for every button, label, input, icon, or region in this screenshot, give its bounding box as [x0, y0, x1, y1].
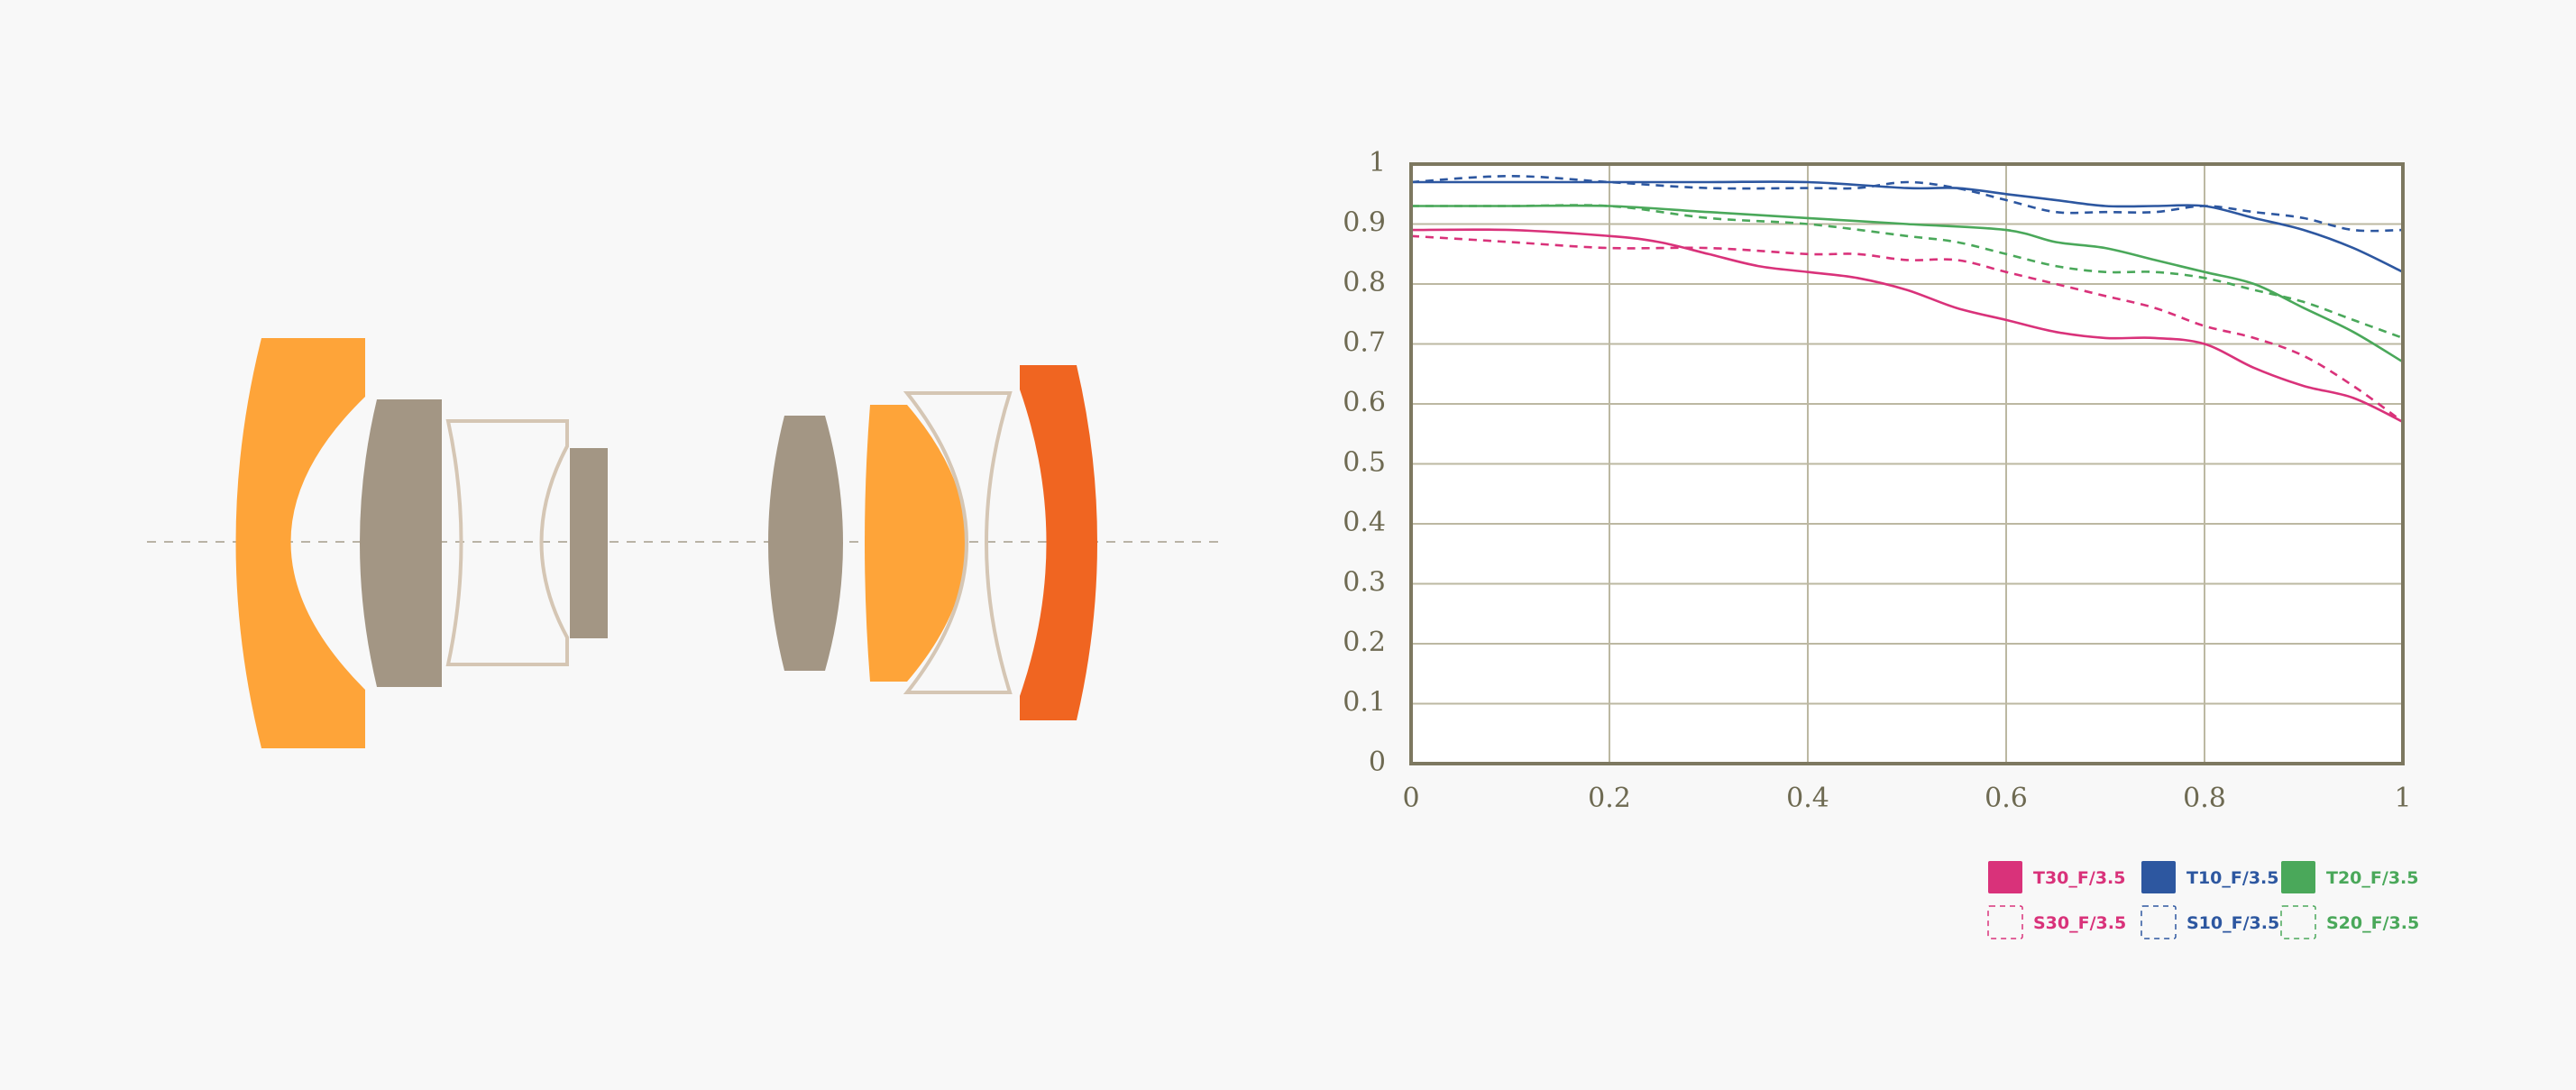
- series-line-t30-f-3-5: [1410, 228, 2404, 424]
- x-tick-label: 0.4: [1786, 783, 1829, 814]
- series-line-s20-f-3-5: [1410, 204, 2404, 340]
- x-tick-label: 0: [1402, 783, 1419, 814]
- legend-swatch-s30-f-3-5: [1987, 905, 2023, 939]
- lens-element-6: [865, 405, 967, 682]
- y-tick-label: 0.8: [1343, 267, 1386, 298]
- legend: T30_F/3.5 T10_F/3.5 T20_F/3.5 S30_F/3.5 S10_…: [1987, 861, 2419, 939]
- grid: [1411, 164, 2403, 764]
- y-tick-label: 0.1: [1343, 687, 1386, 719]
- lens-element-7: [903, 391, 1013, 694]
- legend-label: T30_F/3.5: [2033, 868, 2125, 888]
- legend-swatch-t30-f-3-5: [1988, 861, 2022, 893]
- x-tick-label: 1: [2394, 783, 2411, 814]
- y-tick-label: 0.3: [1343, 567, 1386, 599]
- y-tick-label: 0.7: [1343, 327, 1386, 359]
- legend-label: T20_F/3.5: [2326, 868, 2418, 888]
- x-tick-label: 0.6: [1985, 783, 2028, 814]
- legend-label: S10_F/3.5: [2186, 913, 2279, 933]
- series-line-s10-f-3-5: [1410, 174, 2404, 233]
- lens-element-3: [445, 419, 569, 666]
- plot-frame: [1409, 162, 2405, 765]
- plot-area: [1411, 164, 2403, 764]
- series-line-t20-f-3-5: [1410, 204, 2404, 363]
- y-axis-ticks: 0 0.1 0.2 0.3 0.4 0.5 0.6 0.7 0.8 0.9 1: [1343, 147, 1386, 778]
- y-tick-label: 1: [1369, 147, 1386, 179]
- y-tick-label: 0.9: [1343, 207, 1386, 239]
- legend-swatch-s10-f-3-5: [2141, 905, 2177, 939]
- x-tick-label: 0.2: [1588, 783, 1631, 814]
- lens-element-2: [360, 399, 442, 687]
- lens-element-1: [235, 338, 365, 748]
- x-axis-ticks: 0 0.2 0.4 0.6 0.8 1: [1402, 783, 2411, 814]
- lens-elements: [235, 338, 1097, 748]
- lens-element-4: [570, 448, 608, 638]
- x-tick-label: 0.8: [2183, 783, 2226, 814]
- y-tick-label: 0.5: [1343, 447, 1386, 479]
- series-group: [1410, 174, 2404, 424]
- legend-swatch-s20-f-3-5: [2280, 905, 2316, 939]
- y-tick-label: 0.4: [1343, 507, 1386, 538]
- legend-swatch-t20-f-3-5: [2281, 861, 2315, 893]
- legend-label: T10_F/3.5: [2186, 868, 2278, 888]
- series-line-s30-f-3-5: [1410, 234, 2404, 424]
- lens-element-5: [768, 416, 843, 671]
- legend-label: S20_F/3.5: [2326, 913, 2419, 933]
- y-tick-label: 0.2: [1343, 627, 1386, 658]
- legend-label: S30_F/3.5: [2033, 913, 2126, 933]
- y-tick-label: 0.6: [1343, 387, 1386, 418]
- legend-swatch-t10-f-3-5: [2141, 861, 2176, 893]
- lens-element-8: [1020, 365, 1097, 720]
- y-tick-label: 0: [1369, 747, 1386, 778]
- lens-diagram: [147, 338, 1219, 748]
- series-line-t10-f-3-5: [1410, 180, 2404, 273]
